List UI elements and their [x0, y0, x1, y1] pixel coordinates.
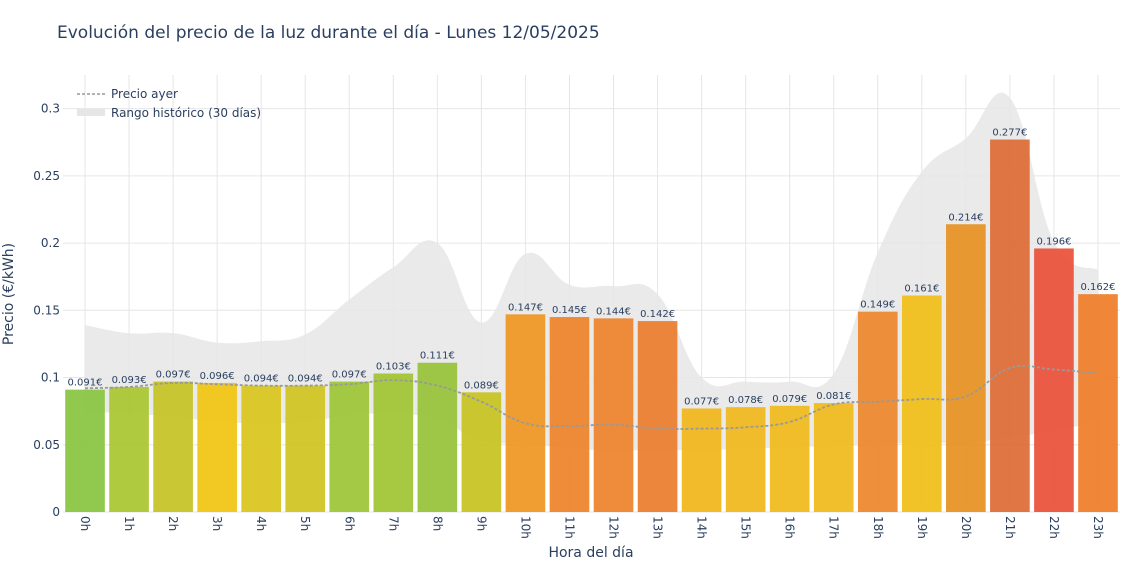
x-tick-label: 17h [827, 516, 841, 539]
y-tick-label: 0.3 [41, 102, 60, 116]
x-tick-label: 4h [254, 516, 268, 531]
bar-20h [946, 224, 986, 512]
bar-label-17h: 0.081€ [816, 391, 851, 402]
bar-labels: 0.091€ 0.093€ 0.097€ 0.096€ 0.094€ 0.094€ 0.09… [68, 128, 1116, 408]
x-tick-label: 16h [783, 516, 797, 539]
yesterday-price-line [84, 365, 1099, 430]
y-axis-ticks: 0 0.05 0.1 0.15 0.2 0.25 0.3 [33, 102, 60, 519]
bar-5h [285, 385, 326, 512]
x-tick-label: 1h [122, 516, 136, 531]
y-tick-label: 0.25 [33, 169, 60, 183]
bar-label-22h: 0.196€ [1036, 236, 1071, 247]
bar-10h [505, 314, 546, 512]
x-tick-label: 5h [298, 516, 312, 531]
bar-21h [990, 139, 1030, 512]
x-axis-ticks: 0h 1h 2h 3h 4h 5h 6h 7h 8h 9h 10h 11h 12h 13h 14h 15h 16… [78, 516, 1105, 539]
bar-12h [593, 318, 634, 512]
bar-6h [329, 381, 370, 512]
legend-item-yesterday: Precio ayer [111, 87, 178, 101]
y-tick-label: 0.2 [41, 236, 60, 250]
legend-band-icon [77, 109, 105, 116]
x-axis-title: Hora del día [548, 545, 633, 561]
yesterday-line [84, 365, 1099, 430]
bar-23h [1078, 294, 1118, 512]
bar-15h [725, 407, 766, 512]
bar-label-1h: 0.093€ [112, 375, 147, 386]
y-tick-label: 0.1 [41, 371, 60, 385]
bar-13h [637, 321, 678, 512]
bar-label-23h: 0.162€ [1080, 282, 1115, 293]
bar-7h [373, 373, 414, 512]
bar-label-5h: 0.094€ [288, 374, 323, 385]
x-tick-label: 12h [607, 516, 621, 539]
historical-range-area [85, 92, 1098, 451]
y-tick-label: 0.15 [33, 303, 60, 317]
bar-17h [813, 403, 854, 512]
bar-4h [241, 385, 282, 512]
bar-19h [901, 295, 942, 512]
bar-label-9h: 0.089€ [464, 380, 499, 391]
x-tick-label: 6h [342, 516, 356, 531]
x-tick-label: 19h [915, 516, 929, 539]
x-tick-label: 13h [651, 516, 665, 539]
y-axis-title: Precio (€/kWh) [1, 243, 17, 345]
bar-label-11h: 0.145€ [552, 305, 587, 316]
bar-label-14h: 0.077€ [684, 396, 719, 407]
x-tick-label: 7h [386, 516, 400, 531]
x-tick-label: 21h [1003, 516, 1017, 539]
historical-range-band [85, 92, 1098, 451]
bar-label-7h: 0.103€ [376, 362, 411, 373]
x-tick-label: 18h [871, 516, 885, 539]
bar-22h [1034, 248, 1074, 512]
bar-label-19h: 0.161€ [904, 284, 939, 295]
chart-title: Evolución del precio de la luz durante e… [57, 23, 600, 43]
x-tick-label: 10h [518, 516, 532, 539]
bar-label-2h: 0.097€ [156, 370, 191, 381]
x-tick-label: 8h [430, 516, 444, 531]
bar-label-3h: 0.096€ [200, 371, 235, 382]
bar-2h [153, 381, 193, 512]
bar-label-18h: 0.149€ [860, 300, 895, 311]
bar-label-20h: 0.214€ [948, 212, 983, 223]
x-tick-label: 22h [1047, 516, 1061, 539]
bar-label-0h: 0.091€ [68, 378, 103, 389]
bar-0h [65, 389, 105, 512]
bar-11h [549, 317, 590, 512]
bar-1h [109, 386, 149, 512]
bar-9h [461, 392, 502, 512]
legend-item-range: Rango histórico (30 días) [111, 106, 261, 120]
bar-16h [769, 405, 810, 512]
bar-label-13h: 0.142€ [640, 309, 675, 320]
bar-8h [417, 362, 458, 512]
y-tick-label: 0 [52, 505, 60, 519]
x-tick-label: 0h [78, 516, 92, 531]
x-tick-label: 23h [1091, 516, 1105, 539]
bar-label-4h: 0.094€ [244, 374, 279, 385]
x-tick-label: 2h [166, 516, 180, 531]
bar-label-12h: 0.144€ [596, 306, 631, 317]
bar-label-16h: 0.079€ [772, 394, 807, 405]
bars [65, 139, 1118, 512]
x-tick-label: 9h [474, 516, 488, 531]
x-tick-label: 11h [562, 516, 576, 539]
bar-18h [857, 311, 898, 512]
bar-label-6h: 0.097€ [332, 370, 367, 381]
bar-14h [681, 408, 722, 512]
bar-3h [197, 382, 237, 512]
bar-label-8h: 0.111€ [420, 351, 455, 362]
x-tick-label: 20h [959, 516, 973, 539]
x-tick-label: 3h [210, 516, 224, 531]
x-tick-label: 14h [695, 516, 709, 539]
y-tick-label: 0.05 [33, 438, 60, 452]
bar-label-21h: 0.277€ [992, 128, 1027, 139]
legend[interactable]: Precio ayer Rango histórico (30 días) [77, 87, 261, 120]
x-tick-label: 15h [739, 516, 753, 539]
bar-label-10h: 0.147€ [508, 302, 543, 313]
bar-label-15h: 0.078€ [728, 395, 763, 406]
